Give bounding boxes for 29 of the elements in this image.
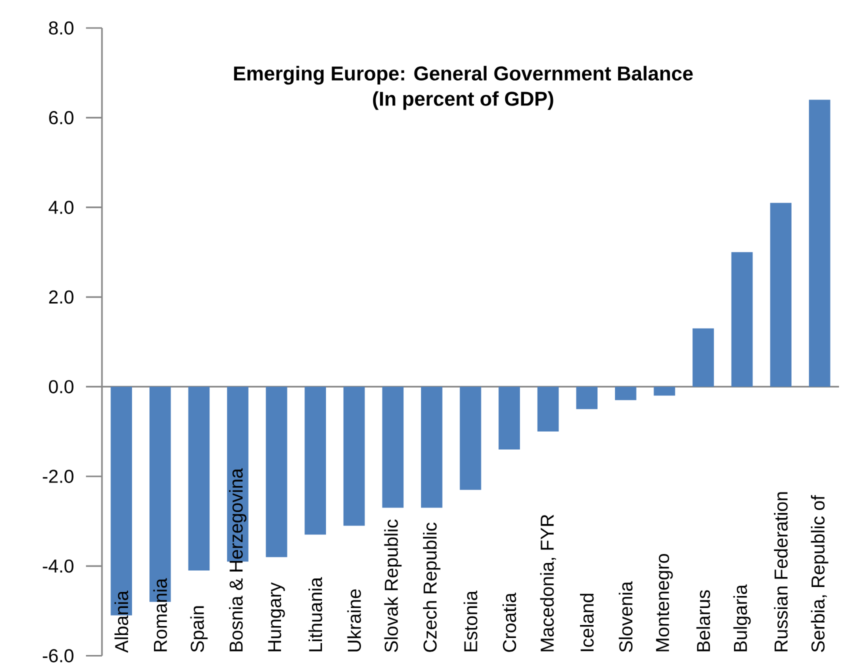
x-tick-label: Iceland <box>580 594 594 652</box>
x-tick-label: Spain <box>190 606 208 652</box>
x-tick-label: Serbia, Republic of <box>810 495 828 652</box>
y-tick-label: 8.0 <box>49 21 74 35</box>
y-tick-label: -6.0 <box>42 649 74 662</box>
x-tick-label: Slovenia <box>618 581 633 652</box>
x-tick-label: Croatia <box>502 592 516 652</box>
x-tick-label: Albania <box>114 590 128 653</box>
x-tick-label: Romania <box>153 578 168 652</box>
x-tick-label: Belarus <box>696 590 710 652</box>
x-tick-label: Hungary <box>268 582 285 652</box>
x-tick-label: Lithuania <box>308 577 322 652</box>
x-tick-label: Czech Republic <box>422 522 440 652</box>
x-tick-label: Slovak Republic <box>384 520 402 652</box>
y-tick-label: 6.0 <box>49 111 74 124</box>
x-tick-label: Ukraine <box>347 589 361 652</box>
x-tick-label: Macedonia, FYR <box>540 514 556 652</box>
text: (In percent of GDP) <box>373 91 554 110</box>
y-tick-label: -2.0 <box>42 470 74 484</box>
x-tick-label: Bulgaria <box>733 584 751 652</box>
x-tick-label: Russian Federation <box>774 492 788 652</box>
x-tick-label: Estonia <box>464 590 478 652</box>
y-tick-label: -4.0 <box>42 560 74 573</box>
y-tick-label: 2.0 <box>49 290 74 304</box>
x-tick-label: Montenegro <box>656 554 673 652</box>
x-tick-label: Bosnia & Herzegovina <box>229 468 246 652</box>
y-tick-label: 0.0 <box>48 380 74 394</box>
y-tick-label: 4.0 <box>48 200 74 214</box>
text: Emerging Europe: General Government Balance <box>234 66 693 85</box>
